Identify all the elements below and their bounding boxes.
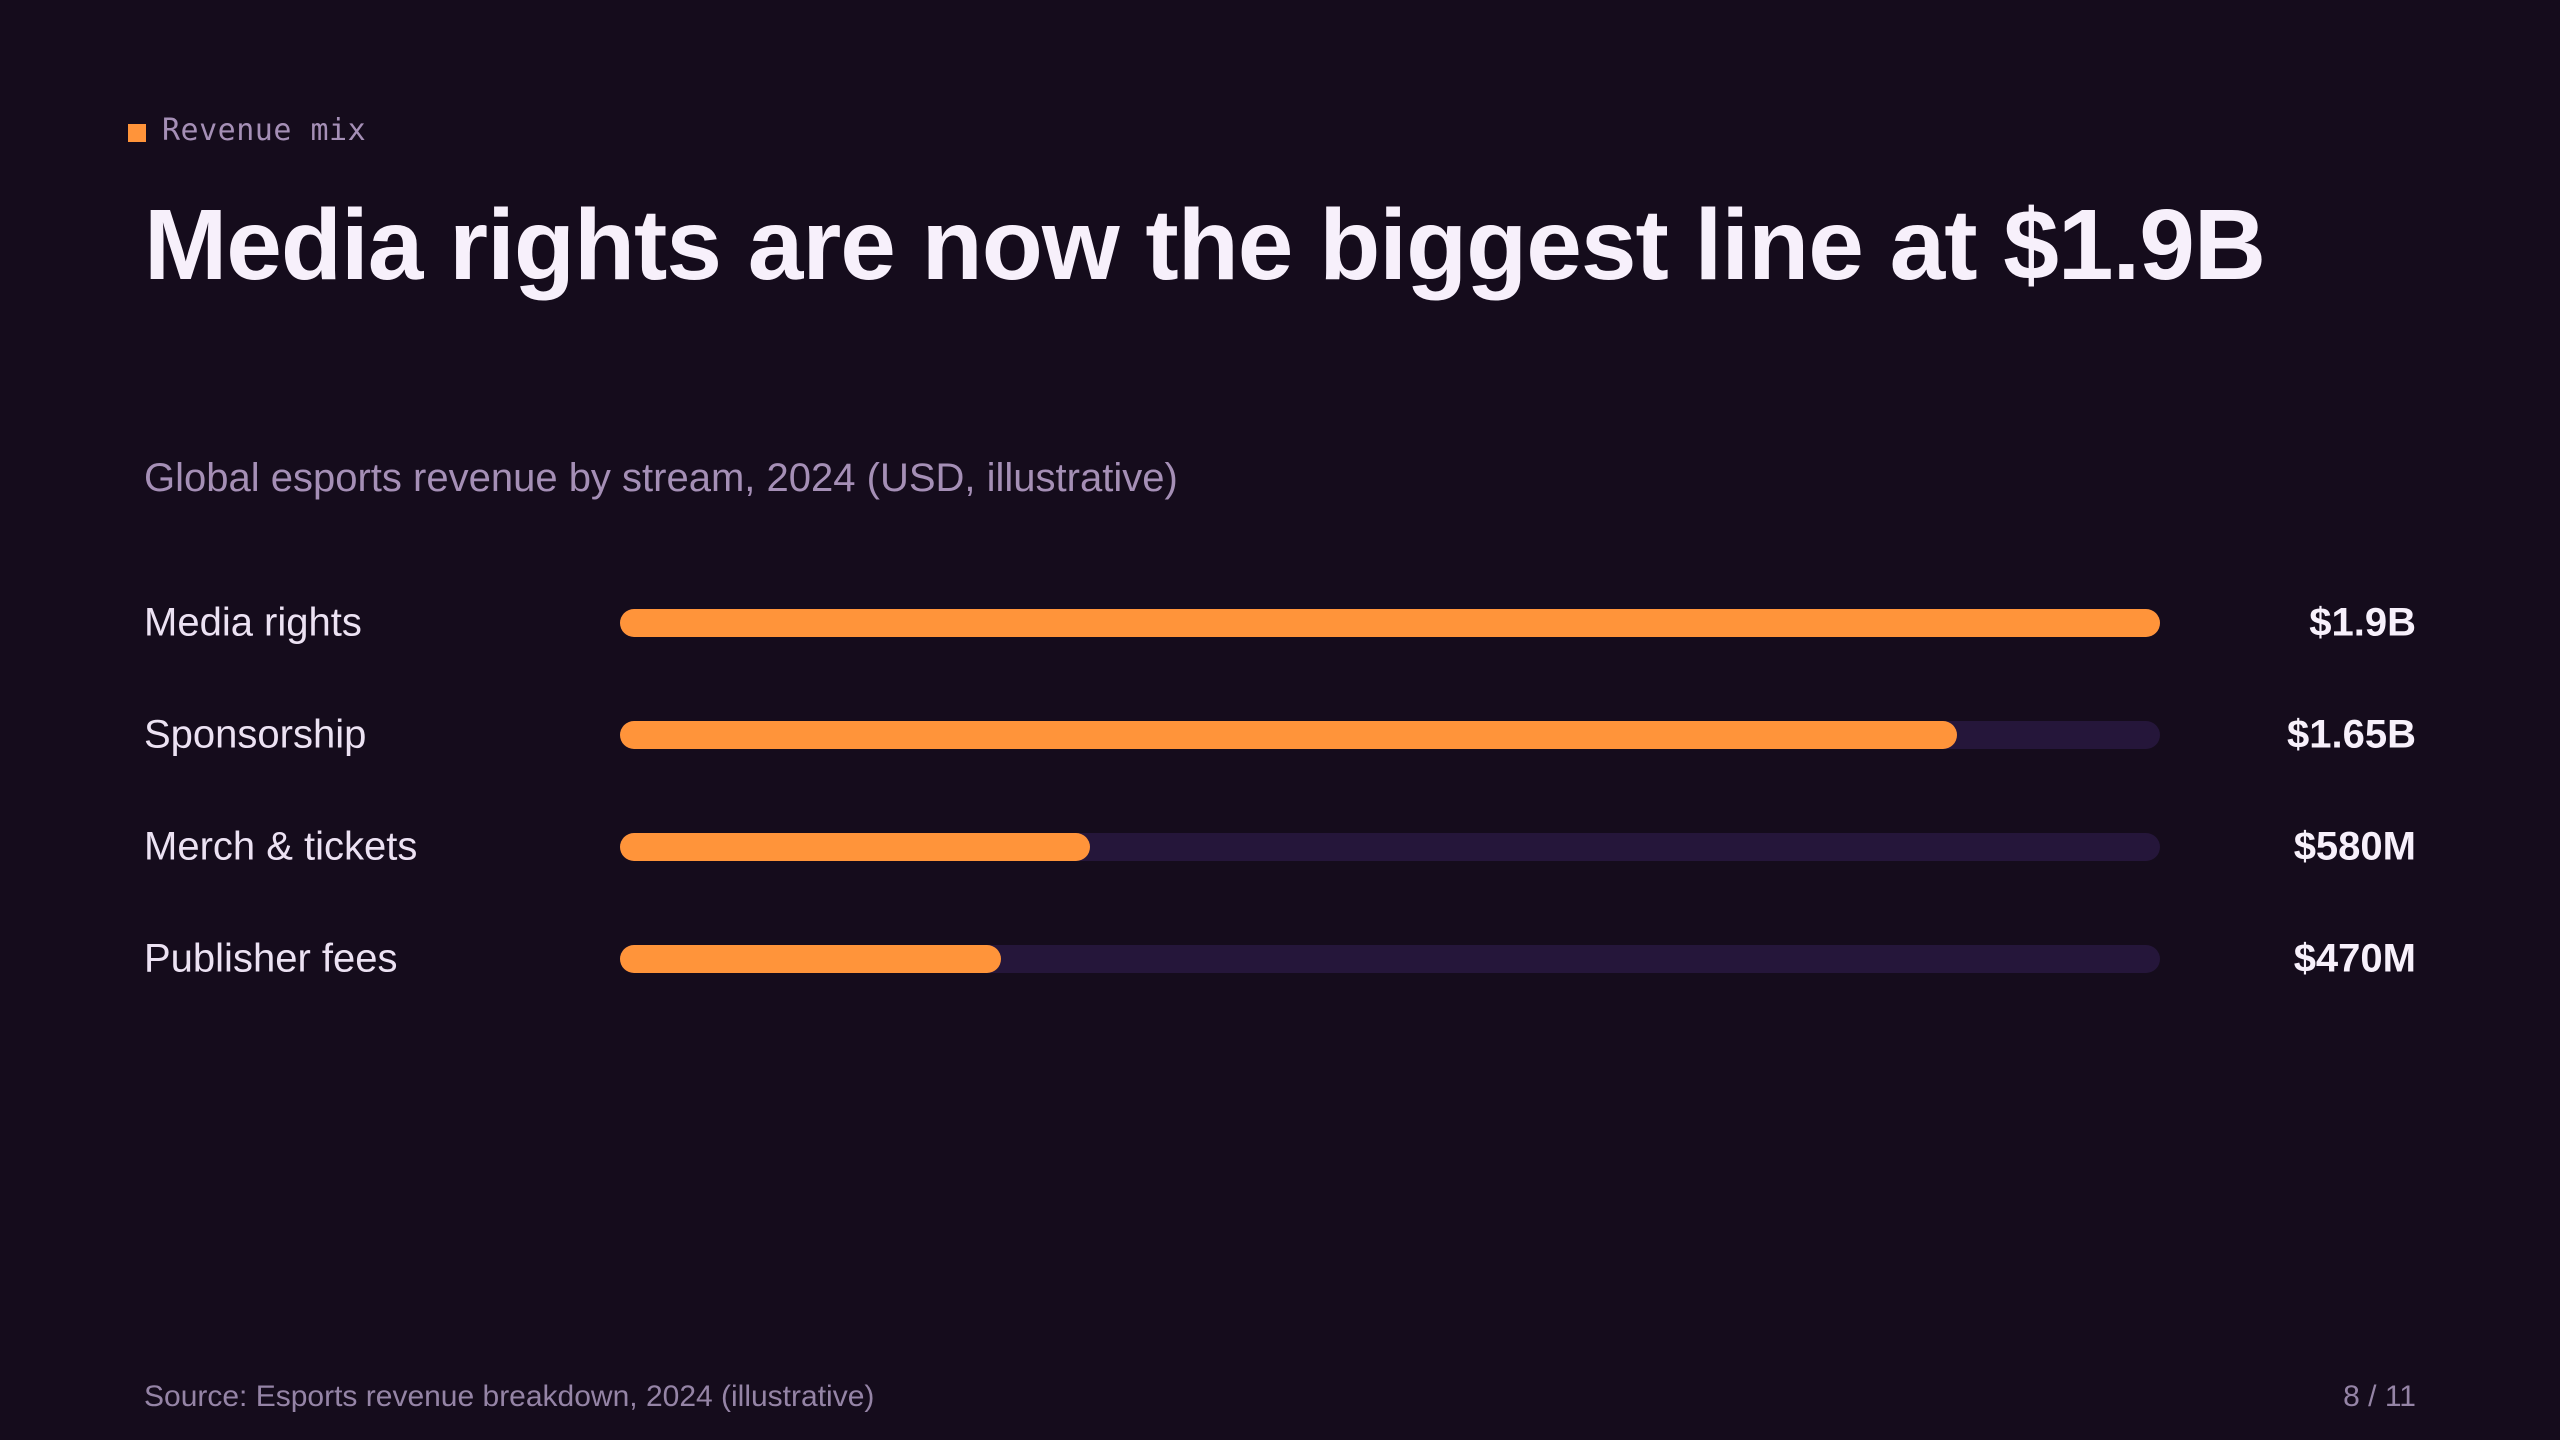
bar-track-sponsorship	[620, 721, 2160, 749]
category-label-publisher-fees: Publisher fees	[144, 936, 398, 981]
category-label-sponsorship: Sponsorship	[144, 712, 367, 757]
category-label-media-rights: Media rights	[144, 600, 362, 645]
page-number: 8 / 11	[2343, 1380, 2416, 1413]
bar-publisher-fees	[620, 945, 1001, 973]
category-label-merch-tickets: Merch & tickets	[144, 824, 418, 869]
source-note: Source: Esports revenue breakdown, 2024 …	[144, 1380, 875, 1413]
bar-track-publisher-fees	[620, 945, 2160, 973]
bar-merch-tickets	[620, 833, 1090, 861]
bar-media-rights	[620, 609, 2160, 637]
eyebrow-label: Revenue mix	[162, 112, 367, 148]
value-label-merch-tickets: $580M	[2293, 824, 2416, 869]
eyebrow-marker	[128, 124, 146, 142]
slide-title: Media rights are now the biggest line at…	[144, 189, 2266, 301]
chart-subtitle: Global esports revenue by stream, 2024 (…	[144, 456, 1178, 500]
bar-track-merch-tickets	[620, 833, 2160, 861]
value-label-publisher-fees: $470M	[2293, 936, 2416, 981]
bar-track-media-rights	[620, 609, 2160, 637]
bar-sponsorship	[620, 721, 1957, 749]
value-label-sponsorship: $1.65B	[2287, 712, 2416, 757]
eyebrow: Revenue mix	[128, 112, 366, 148]
value-label-media-rights: $1.9B	[2309, 600, 2416, 645]
